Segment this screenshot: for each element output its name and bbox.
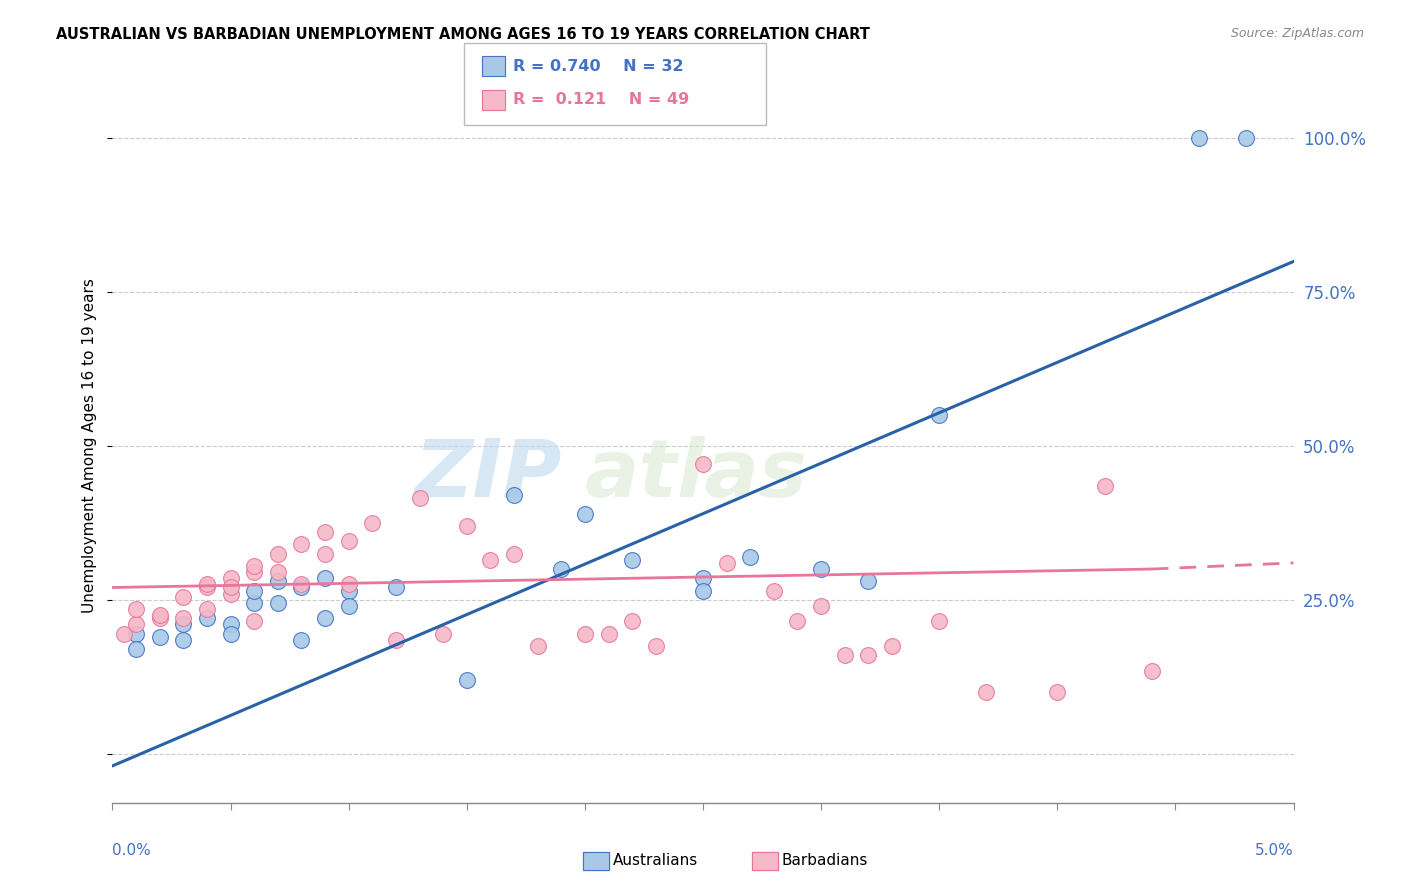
Point	[149, 630, 172, 644]
Point	[408, 491, 430, 506]
Point	[361, 516, 384, 530]
Point	[858, 574, 880, 589]
Point	[219, 571, 242, 585]
Point	[621, 615, 644, 629]
Point	[112, 626, 135, 640]
Point	[479, 553, 502, 567]
Point	[858, 648, 880, 662]
Point	[172, 590, 194, 604]
Point	[267, 547, 290, 561]
Point	[149, 611, 172, 625]
Point	[1234, 131, 1257, 145]
Point	[786, 615, 808, 629]
Point	[621, 553, 644, 567]
Point	[337, 599, 360, 613]
Point	[219, 581, 242, 595]
Text: atlas: atlas	[585, 435, 807, 514]
Point	[550, 562, 572, 576]
Text: R =  0.121    N = 49: R = 0.121 N = 49	[513, 93, 689, 107]
Point	[219, 626, 242, 640]
Point	[243, 583, 266, 598]
Point	[692, 458, 714, 472]
Y-axis label: Unemployment Among Ages 16 to 19 years: Unemployment Among Ages 16 to 19 years	[82, 278, 97, 614]
Point	[337, 583, 360, 598]
Point	[290, 632, 312, 647]
Point	[598, 626, 620, 640]
Point	[574, 626, 596, 640]
Point	[644, 639, 666, 653]
Point	[456, 519, 478, 533]
Point	[526, 639, 548, 653]
Point	[762, 583, 785, 598]
Text: R = 0.740    N = 32: R = 0.740 N = 32	[513, 59, 683, 73]
Point	[385, 581, 408, 595]
Point	[314, 571, 336, 585]
Point	[195, 581, 218, 595]
Point	[337, 577, 360, 591]
Point	[314, 547, 336, 561]
Point	[503, 547, 526, 561]
Point	[1094, 479, 1116, 493]
Text: Source: ZipAtlas.com: Source: ZipAtlas.com	[1230, 27, 1364, 40]
Point	[1140, 664, 1163, 678]
Point	[195, 577, 218, 591]
Point	[243, 558, 266, 573]
Point	[976, 685, 998, 699]
Text: 5.0%: 5.0%	[1254, 843, 1294, 858]
Point	[716, 556, 738, 570]
Point	[692, 571, 714, 585]
Point	[172, 632, 194, 647]
Point	[314, 525, 336, 540]
Point	[267, 574, 290, 589]
Point	[880, 639, 903, 653]
Text: AUSTRALIAN VS BARBADIAN UNEMPLOYMENT AMONG AGES 16 TO 19 YEARS CORRELATION CHART: AUSTRALIAN VS BARBADIAN UNEMPLOYMENT AMO…	[56, 27, 870, 42]
Point	[290, 537, 312, 551]
Point	[834, 648, 856, 662]
Text: Australians: Australians	[613, 854, 699, 868]
Point	[290, 577, 312, 591]
Point	[314, 611, 336, 625]
Point	[172, 611, 194, 625]
Point	[195, 611, 218, 625]
Point	[385, 632, 408, 647]
Point	[503, 488, 526, 502]
Point	[574, 507, 596, 521]
Point	[125, 617, 148, 632]
Point	[337, 534, 360, 549]
Point	[1188, 131, 1211, 145]
Point	[456, 673, 478, 687]
Text: Barbadians: Barbadians	[782, 854, 868, 868]
Point	[1046, 685, 1069, 699]
Point	[928, 615, 950, 629]
Point	[195, 602, 218, 616]
Point	[125, 602, 148, 616]
Point	[243, 615, 266, 629]
Point	[692, 583, 714, 598]
Point	[810, 562, 832, 576]
Point	[149, 608, 172, 623]
Point	[125, 642, 148, 657]
Point	[219, 587, 242, 601]
Point	[290, 581, 312, 595]
Point	[267, 565, 290, 579]
Point	[243, 565, 266, 579]
Point	[740, 549, 762, 564]
Point	[219, 617, 242, 632]
Point	[267, 596, 290, 610]
Point	[928, 409, 950, 423]
Point	[432, 626, 454, 640]
Point	[125, 626, 148, 640]
Point	[243, 596, 266, 610]
Text: ZIP: ZIP	[413, 435, 561, 514]
Point	[172, 617, 194, 632]
Text: 0.0%: 0.0%	[112, 843, 152, 858]
Point	[810, 599, 832, 613]
